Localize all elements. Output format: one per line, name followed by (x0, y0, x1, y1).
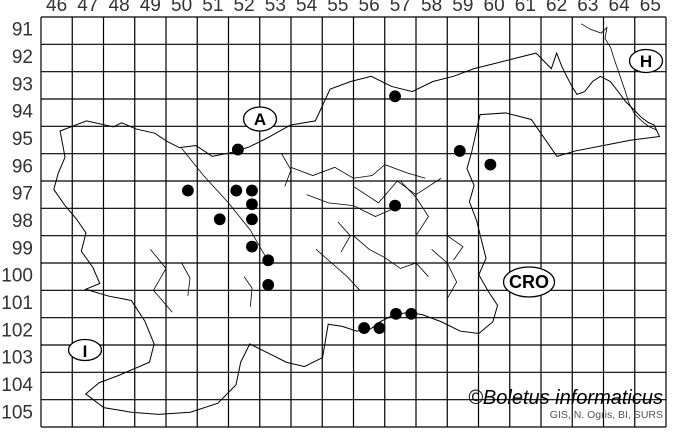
svg-text:49: 49 (140, 0, 161, 16)
svg-text:91: 91 (12, 20, 33, 41)
svg-text:96: 96 (12, 156, 33, 177)
svg-text:A: A (254, 110, 266, 129)
svg-text:94: 94 (12, 102, 34, 123)
svg-text:56: 56 (359, 0, 380, 16)
svg-text:47: 47 (77, 0, 98, 16)
svg-text:63: 63 (577, 0, 598, 16)
svg-text:62: 62 (546, 0, 567, 16)
svg-text:51: 51 (202, 0, 223, 16)
svg-text:98: 98 (12, 211, 33, 232)
svg-text:57: 57 (390, 0, 411, 16)
svg-text:104: 104 (1, 375, 33, 396)
svg-text:99: 99 (12, 238, 33, 259)
svg-text:55: 55 (327, 0, 348, 16)
svg-text:H: H (640, 52, 652, 71)
svg-text:95: 95 (12, 129, 33, 150)
svg-text:60: 60 (484, 0, 505, 16)
svg-text:102: 102 (1, 320, 33, 341)
svg-text:52: 52 (234, 0, 255, 16)
svg-text:48: 48 (109, 0, 130, 16)
svg-text:50: 50 (171, 0, 192, 16)
svg-text:46: 46 (46, 0, 67, 16)
svg-text:105: 105 (1, 402, 33, 423)
svg-text:61: 61 (515, 0, 536, 16)
svg-text:54: 54 (296, 0, 318, 16)
svg-text:CRO: CRO (509, 272, 549, 292)
svg-text:58: 58 (421, 0, 442, 16)
svg-text:65: 65 (640, 0, 661, 16)
svg-text:101: 101 (1, 293, 33, 314)
svg-text:93: 93 (12, 74, 33, 95)
svg-text:103: 103 (1, 348, 33, 369)
svg-text:53: 53 (265, 0, 286, 16)
svg-text:100: 100 (1, 266, 33, 287)
svg-text:59: 59 (452, 0, 473, 16)
svg-text:I: I (83, 342, 88, 361)
svg-text:64: 64 (609, 0, 631, 16)
svg-text:92: 92 (12, 47, 33, 68)
svg-text:GIS, N. Ogris, BI, SURS: GIS, N. Ogris, BI, SURS (550, 409, 663, 421)
svg-text:©Boletus informaticus: ©Boletus informaticus (468, 387, 663, 409)
svg-text:97: 97 (12, 184, 33, 205)
